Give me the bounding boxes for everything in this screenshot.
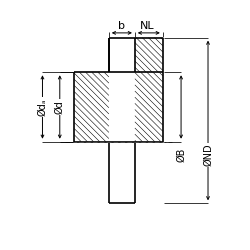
Text: ØND: ØND [203, 144, 213, 167]
Text: ØB: ØB [176, 148, 186, 162]
Text: Ød: Ød [55, 100, 65, 114]
Text: b: b [118, 21, 125, 31]
Text: Ødₐ: Ødₐ [38, 98, 48, 116]
Text: NL: NL [140, 21, 155, 31]
